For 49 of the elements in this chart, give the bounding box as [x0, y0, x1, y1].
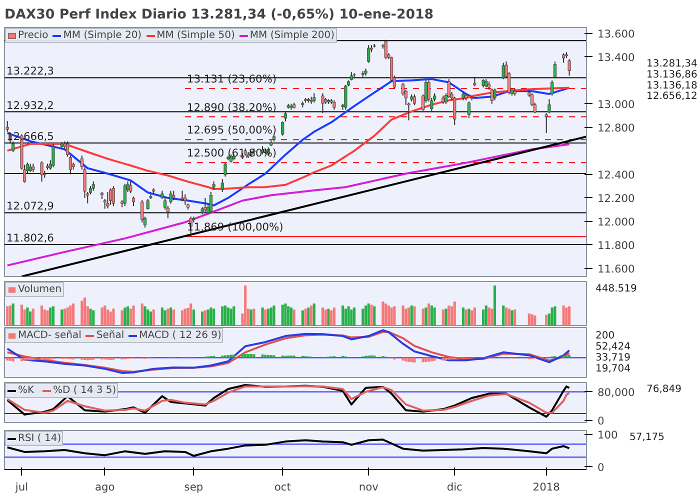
- x-tick-label: sep: [184, 480, 204, 494]
- y-tick-label: 11.800: [598, 238, 636, 252]
- ref-line-label: 12.695 (50,00%): [186, 124, 277, 137]
- x-tick-label: ago: [94, 480, 115, 494]
- ref-line-label: 12.890 (38,20%): [186, 100, 277, 114]
- ref-line-label: 12.072,9: [6, 200, 54, 213]
- text: 448.519: [596, 284, 637, 295]
- y-tick-label: 11.600: [598, 262, 636, 276]
- legend-label: MACD ( 12 26 9): [139, 330, 222, 341]
- y-tick-label: 12.000: [598, 215, 636, 228]
- text: 13.136,18: [646, 80, 698, 92]
- x-tick-label: jul: [14, 480, 28, 494]
- y-tick-label: 0: [598, 460, 604, 474]
- y-tick-label: 12.200: [598, 192, 636, 205]
- x-tick-label: dic: [446, 480, 463, 494]
- x-tick-label: oct: [274, 480, 291, 494]
- text: 12.656,12: [646, 91, 698, 102]
- text: 200: [596, 330, 615, 342]
- y-tick-label: 13.000: [598, 98, 636, 111]
- legend-label: MM (Simple 200): [250, 30, 335, 41]
- ref-line-label: 11.802,6: [6, 231, 54, 244]
- y-tick-label: 12.800: [598, 121, 636, 134]
- ref-line-label: 12.932,2: [6, 98, 54, 112]
- text: 52,424: [596, 342, 630, 352]
- text: 13.281,34: [646, 58, 698, 70]
- legend-label: MM (Simple 20): [63, 30, 142, 41]
- chart-title: DAX30 Perf Index Diario 13.281,34 (-0,65%) 10-ene-2018: [4, 8, 434, 22]
- text: 57,175: [630, 432, 664, 443]
- y-tick-label: 80,000: [598, 386, 636, 399]
- legend-label: Precio: [18, 30, 48, 41]
- legend-label: MM (Simple 50): [156, 30, 235, 41]
- y-tick-label: 12.400: [598, 168, 636, 182]
- text: 19,704: [596, 364, 630, 374]
- text: 33,719: [596, 352, 630, 364]
- y-tick-label: 0: [598, 414, 604, 428]
- y-tick-label: 13.600: [598, 27, 636, 40]
- legend-label: %D ( 14 3 5): [53, 385, 116, 396]
- x-tick-label: nov: [358, 480, 378, 494]
- legend-label: Volumen: [18, 284, 62, 295]
- ref-line-label: 13.222,3: [6, 64, 54, 78]
- text: 13.136,86: [646, 69, 698, 80]
- legend-label: %K: [18, 385, 36, 396]
- legend-label: MACD- señal: [18, 330, 82, 341]
- legend-label: Señal: [96, 330, 124, 341]
- text: 76,849: [646, 384, 682, 396]
- legend-label: RSI ( 14): [18, 433, 62, 444]
- y-tick-label: 13.400: [598, 50, 636, 64]
- y-tick-label: 100: [598, 428, 618, 442]
- x-tick-label: 2018: [532, 480, 560, 494]
